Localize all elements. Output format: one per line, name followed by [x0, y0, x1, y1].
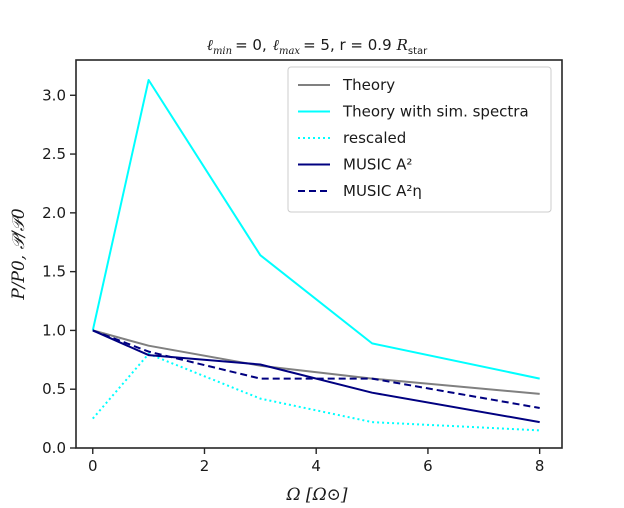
chart-title: ℓmin = 0, ℓmax = 5, r = 0.9 Rstar	[207, 36, 428, 57]
title-lmax-symbol: ℓ	[273, 36, 279, 54]
y-tick-label: 0.5	[42, 380, 66, 398]
x-axis-label: Ω [Ω⊙]	[285, 485, 347, 504]
y-tick-label: 0.0	[42, 439, 66, 457]
y-tick-label: 1.5	[42, 263, 66, 281]
series-line-theory-with-sim-spectra	[91, 79, 540, 380]
y-tick-label: 2.0	[42, 204, 66, 222]
y-axis-label: P/P0, 𝒫/𝒫0	[9, 208, 29, 300]
series-line-rescaled	[92, 352, 540, 432]
plot-frame	[75, 59, 563, 449]
legend-label: MUSIC A²	[343, 156, 412, 174]
title-rstar-symbol: R	[396, 36, 408, 54]
legend-label: Theory with sim. spectra	[342, 103, 529, 121]
y-tick-label: 2.5	[42, 145, 66, 163]
legend: Theory Theory with sim. spectra rescaled MU…	[287, 66, 552, 213]
legend-label: rescaled	[343, 129, 406, 147]
title-lmin-value: = 0,	[235, 36, 267, 54]
x-tick-label: 6	[423, 457, 433, 475]
title-lmin-sub: min	[213, 46, 232, 57]
y-axis-ticks: 0.0 0.5 1.0 1.5 2.0 2.5 3.0	[42, 86, 76, 457]
title-lmax-value: = 5, r = 0.9	[303, 36, 392, 54]
x-tick-label: 0	[88, 457, 98, 475]
legend-label: Theory	[342, 76, 395, 94]
series-lines	[91, 79, 540, 432]
x-tick-label: 8	[535, 457, 545, 475]
x-tick-label: 2	[200, 457, 210, 475]
x-tick-label: 4	[311, 457, 321, 475]
x-axis-ticks: 0 2 4 6 8	[88, 448, 544, 475]
title-lmin-symbol: ℓ	[207, 36, 213, 54]
y-tick-label: 3.0	[42, 86, 66, 104]
y-tick-label: 1.0	[42, 321, 66, 339]
legend-box	[287, 66, 552, 213]
title-lmax-sub: max	[279, 46, 300, 57]
legend-label: MUSIC A²η	[343, 182, 422, 200]
series-line-music-a-2	[92, 329, 540, 424]
title-rstar-sub: star	[408, 46, 428, 57]
series-line-theory	[92, 329, 540, 395]
series-line-music-a-2-eta	[92, 329, 540, 409]
